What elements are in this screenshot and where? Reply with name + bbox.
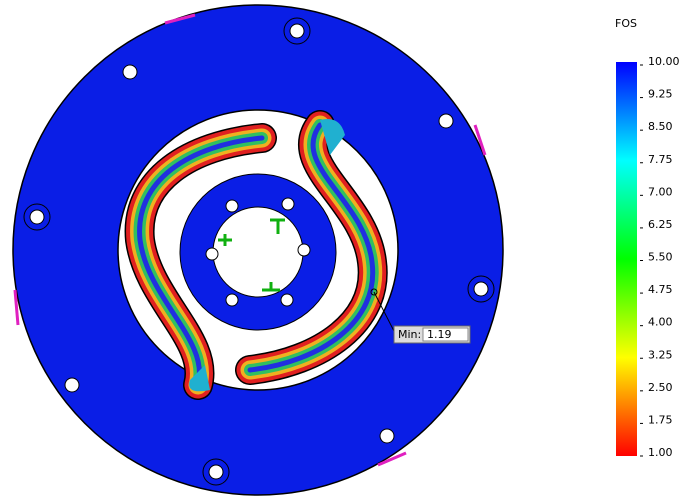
legend-tick-label: 9.25: [648, 88, 673, 101]
probe-value: 1.19: [427, 328, 452, 341]
part-model: [12, 4, 504, 496]
legend-tick-label: 8.50: [648, 120, 673, 133]
legend-tick-label: 6.25: [648, 218, 673, 231]
legend-ticks: 10.00 9.25 8.50 7.75 7.00 6.25 5.50 4.75 4.00 3.2…: [640, 55, 680, 459]
probe-value-box: [422, 327, 469, 342]
legend-tick-label: 1.00: [648, 446, 673, 459]
legend-tick-label: 4.00: [648, 316, 673, 329]
legend-tick-label: 3.25: [648, 348, 673, 361]
legend-tick-label: 4.75: [648, 283, 673, 296]
legend-tick-label: 10.00: [648, 55, 680, 68]
color-bar: [616, 62, 637, 456]
legend-tick-label: 5.50: [648, 251, 673, 264]
legend-tick-label: 7.00: [648, 185, 673, 198]
legend-tick-label: 7.75: [648, 153, 673, 166]
legend-tick-label: 1.75: [648, 413, 673, 426]
probe-label: Min:: [398, 328, 421, 341]
legend-tick-label: 2.50: [648, 381, 673, 394]
legend-title: FOS: [615, 17, 637, 30]
